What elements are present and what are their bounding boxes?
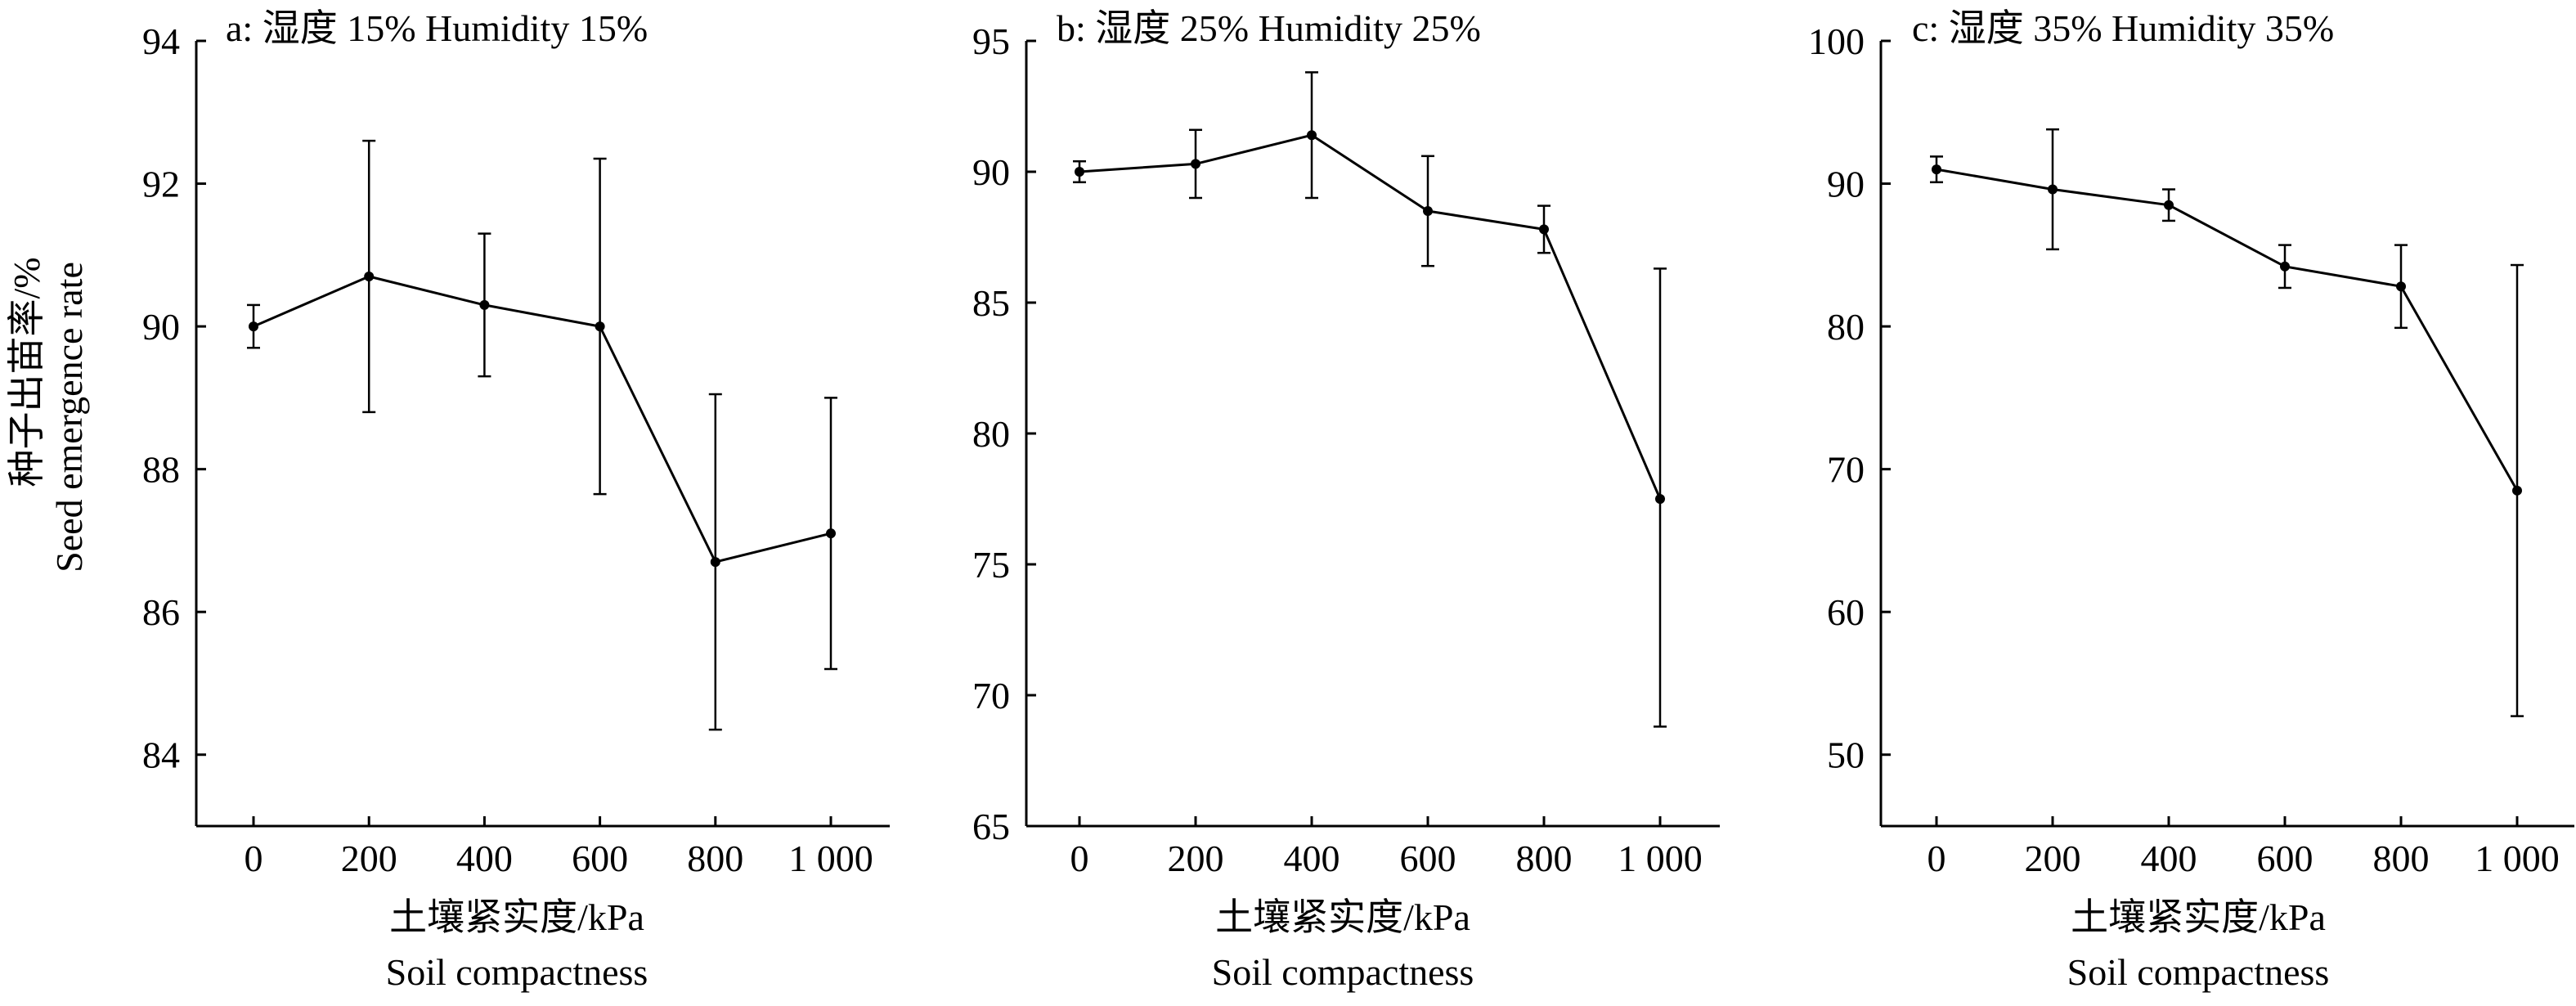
- panel-a-series: [249, 272, 836, 568]
- panel-b-xlabel-cn: 土壤紧实度/kPa: [1215, 896, 1470, 938]
- panel-c-series: [1932, 164, 2522, 496]
- data-point: [1075, 167, 1084, 177]
- x-tick-label: 600: [1400, 838, 1456, 879]
- data-point: [1655, 494, 1665, 504]
- panel-c-xlabel-en: Soil compactness: [2067, 951, 2330, 993]
- y-tick-label: 70: [1827, 449, 1865, 491]
- y-tick-label: 65: [972, 806, 1010, 847]
- y-tick-label: 88: [142, 449, 180, 491]
- y-tick-label: 86: [142, 591, 180, 633]
- data-point: [826, 528, 836, 539]
- data-point: [1191, 159, 1200, 169]
- data-point: [595, 321, 605, 332]
- x-tick-label: 600: [572, 838, 628, 879]
- x-tick-label: 1 000: [1618, 838, 1703, 879]
- x-tick-label: 400: [2141, 838, 2197, 879]
- panel-a-xlabel-cn: 土壤紧实度/kPa: [389, 896, 644, 938]
- y-axis-label-cn: 种子出苗率/%: [6, 257, 47, 487]
- x-tick-label: 800: [2373, 838, 2430, 879]
- series-line: [253, 275, 832, 564]
- x-tick-label: 200: [1168, 838, 1224, 879]
- panel-b-xlabel-en: Soil compactness: [1212, 951, 1474, 993]
- y-tick-label: 84: [142, 734, 180, 776]
- data-point: [1423, 206, 1433, 216]
- y-tick-label: 94: [142, 20, 180, 62]
- panel-a-x-ticks: 0 200 400 600 800 1 000: [245, 816, 873, 879]
- data-point: [1932, 164, 1941, 175]
- y-tick-label: 50: [1827, 734, 1865, 776]
- y-tick-label: 60: [1827, 591, 1865, 633]
- y-tick-label: 75: [972, 544, 1010, 586]
- y-tick-label: 85: [972, 282, 1010, 324]
- panel-b-y-ticks: 65 70 75 80 85 90 95: [972, 20, 1036, 847]
- y-tick-label: 90: [972, 151, 1010, 193]
- y-tick-label: 70: [972, 675, 1010, 716]
- data-point: [2396, 281, 2406, 292]
- x-tick-label: 600: [2257, 838, 2313, 879]
- panel-a: a: 湿度 15% Humidity 15% 84 86 88 90 92 94 0 200…: [142, 7, 890, 993]
- panel-b: b: 湿度 25% Humidity 25% 65 70 75 80 85 90 95 0 2…: [972, 7, 1720, 993]
- panel-c-y-ticks: 50 60 70 80 90 100: [1808, 20, 1891, 776]
- data-point: [1307, 130, 1317, 141]
- data-point: [479, 299, 490, 310]
- data-point: [2280, 261, 2290, 272]
- x-tick-label: 800: [687, 838, 743, 879]
- panel-b-series: [1075, 130, 1665, 504]
- x-tick-label: 800: [1516, 838, 1573, 879]
- x-tick-label: 200: [2025, 838, 2081, 879]
- data-point: [364, 272, 375, 281]
- data-point: [249, 321, 258, 332]
- data-point: [2512, 485, 2522, 496]
- x-tick-label: 0: [1070, 838, 1089, 879]
- x-tick-label: 0: [245, 838, 263, 879]
- x-tick-label: 1 000: [788, 838, 873, 879]
- data-point: [2048, 184, 2058, 195]
- panel-c-title: c: 湿度 35% Humidity 35%: [1912, 7, 2334, 49]
- panel-b-errorbars: [1073, 71, 1667, 728]
- panel-a-errorbars: [247, 139, 837, 731]
- y-tick-label: 80: [972, 413, 1010, 455]
- panel-c-x-ticks: 0 200 400 600 800 1 000: [1928, 816, 2560, 879]
- panel-c-errorbars: [1930, 128, 2524, 717]
- series-line: [1936, 168, 2519, 492]
- x-tick-label: 0: [1928, 838, 1946, 879]
- y-tick-label: 92: [142, 164, 180, 205]
- data-point: [710, 557, 720, 568]
- data-point: [1539, 224, 1549, 235]
- panel-a-y-ticks: 84 86 88 90 92 94: [142, 20, 206, 776]
- x-tick-label: 1 000: [2475, 838, 2560, 879]
- y-tick-label: 90: [142, 306, 180, 348]
- y-axis-label: 种子出苗率/% Seed emergence rate: [6, 257, 90, 572]
- y-tick-label: 95: [972, 20, 1010, 62]
- panel-a-xlabel-en: Soil compactness: [386, 951, 648, 993]
- x-tick-label: 400: [456, 838, 513, 879]
- y-tick-label: 80: [1827, 306, 1865, 348]
- panel-c-xlabel-cn: 土壤紧实度/kPa: [2071, 896, 2326, 938]
- series-line: [1079, 133, 1662, 500]
- panel-a-title: a: 湿度 15% Humidity 15%: [226, 7, 648, 49]
- data-point: [2164, 200, 2174, 210]
- y-axis-label-en: Seed emergence rate: [48, 262, 90, 573]
- y-tick-label: 90: [1827, 164, 1865, 205]
- panel-c: c: 湿度 35% Humidity 35% 50 60 70 80 90 100 0 20…: [1808, 7, 2574, 993]
- x-tick-label: 200: [341, 838, 397, 879]
- x-tick-label: 400: [1284, 838, 1340, 879]
- panel-b-title: b: 湿度 25% Humidity 25%: [1057, 7, 1481, 49]
- panel-b-x-ticks: 0 200 400 600 800 1 000: [1070, 816, 1703, 879]
- y-tick-label: 100: [1808, 20, 1865, 62]
